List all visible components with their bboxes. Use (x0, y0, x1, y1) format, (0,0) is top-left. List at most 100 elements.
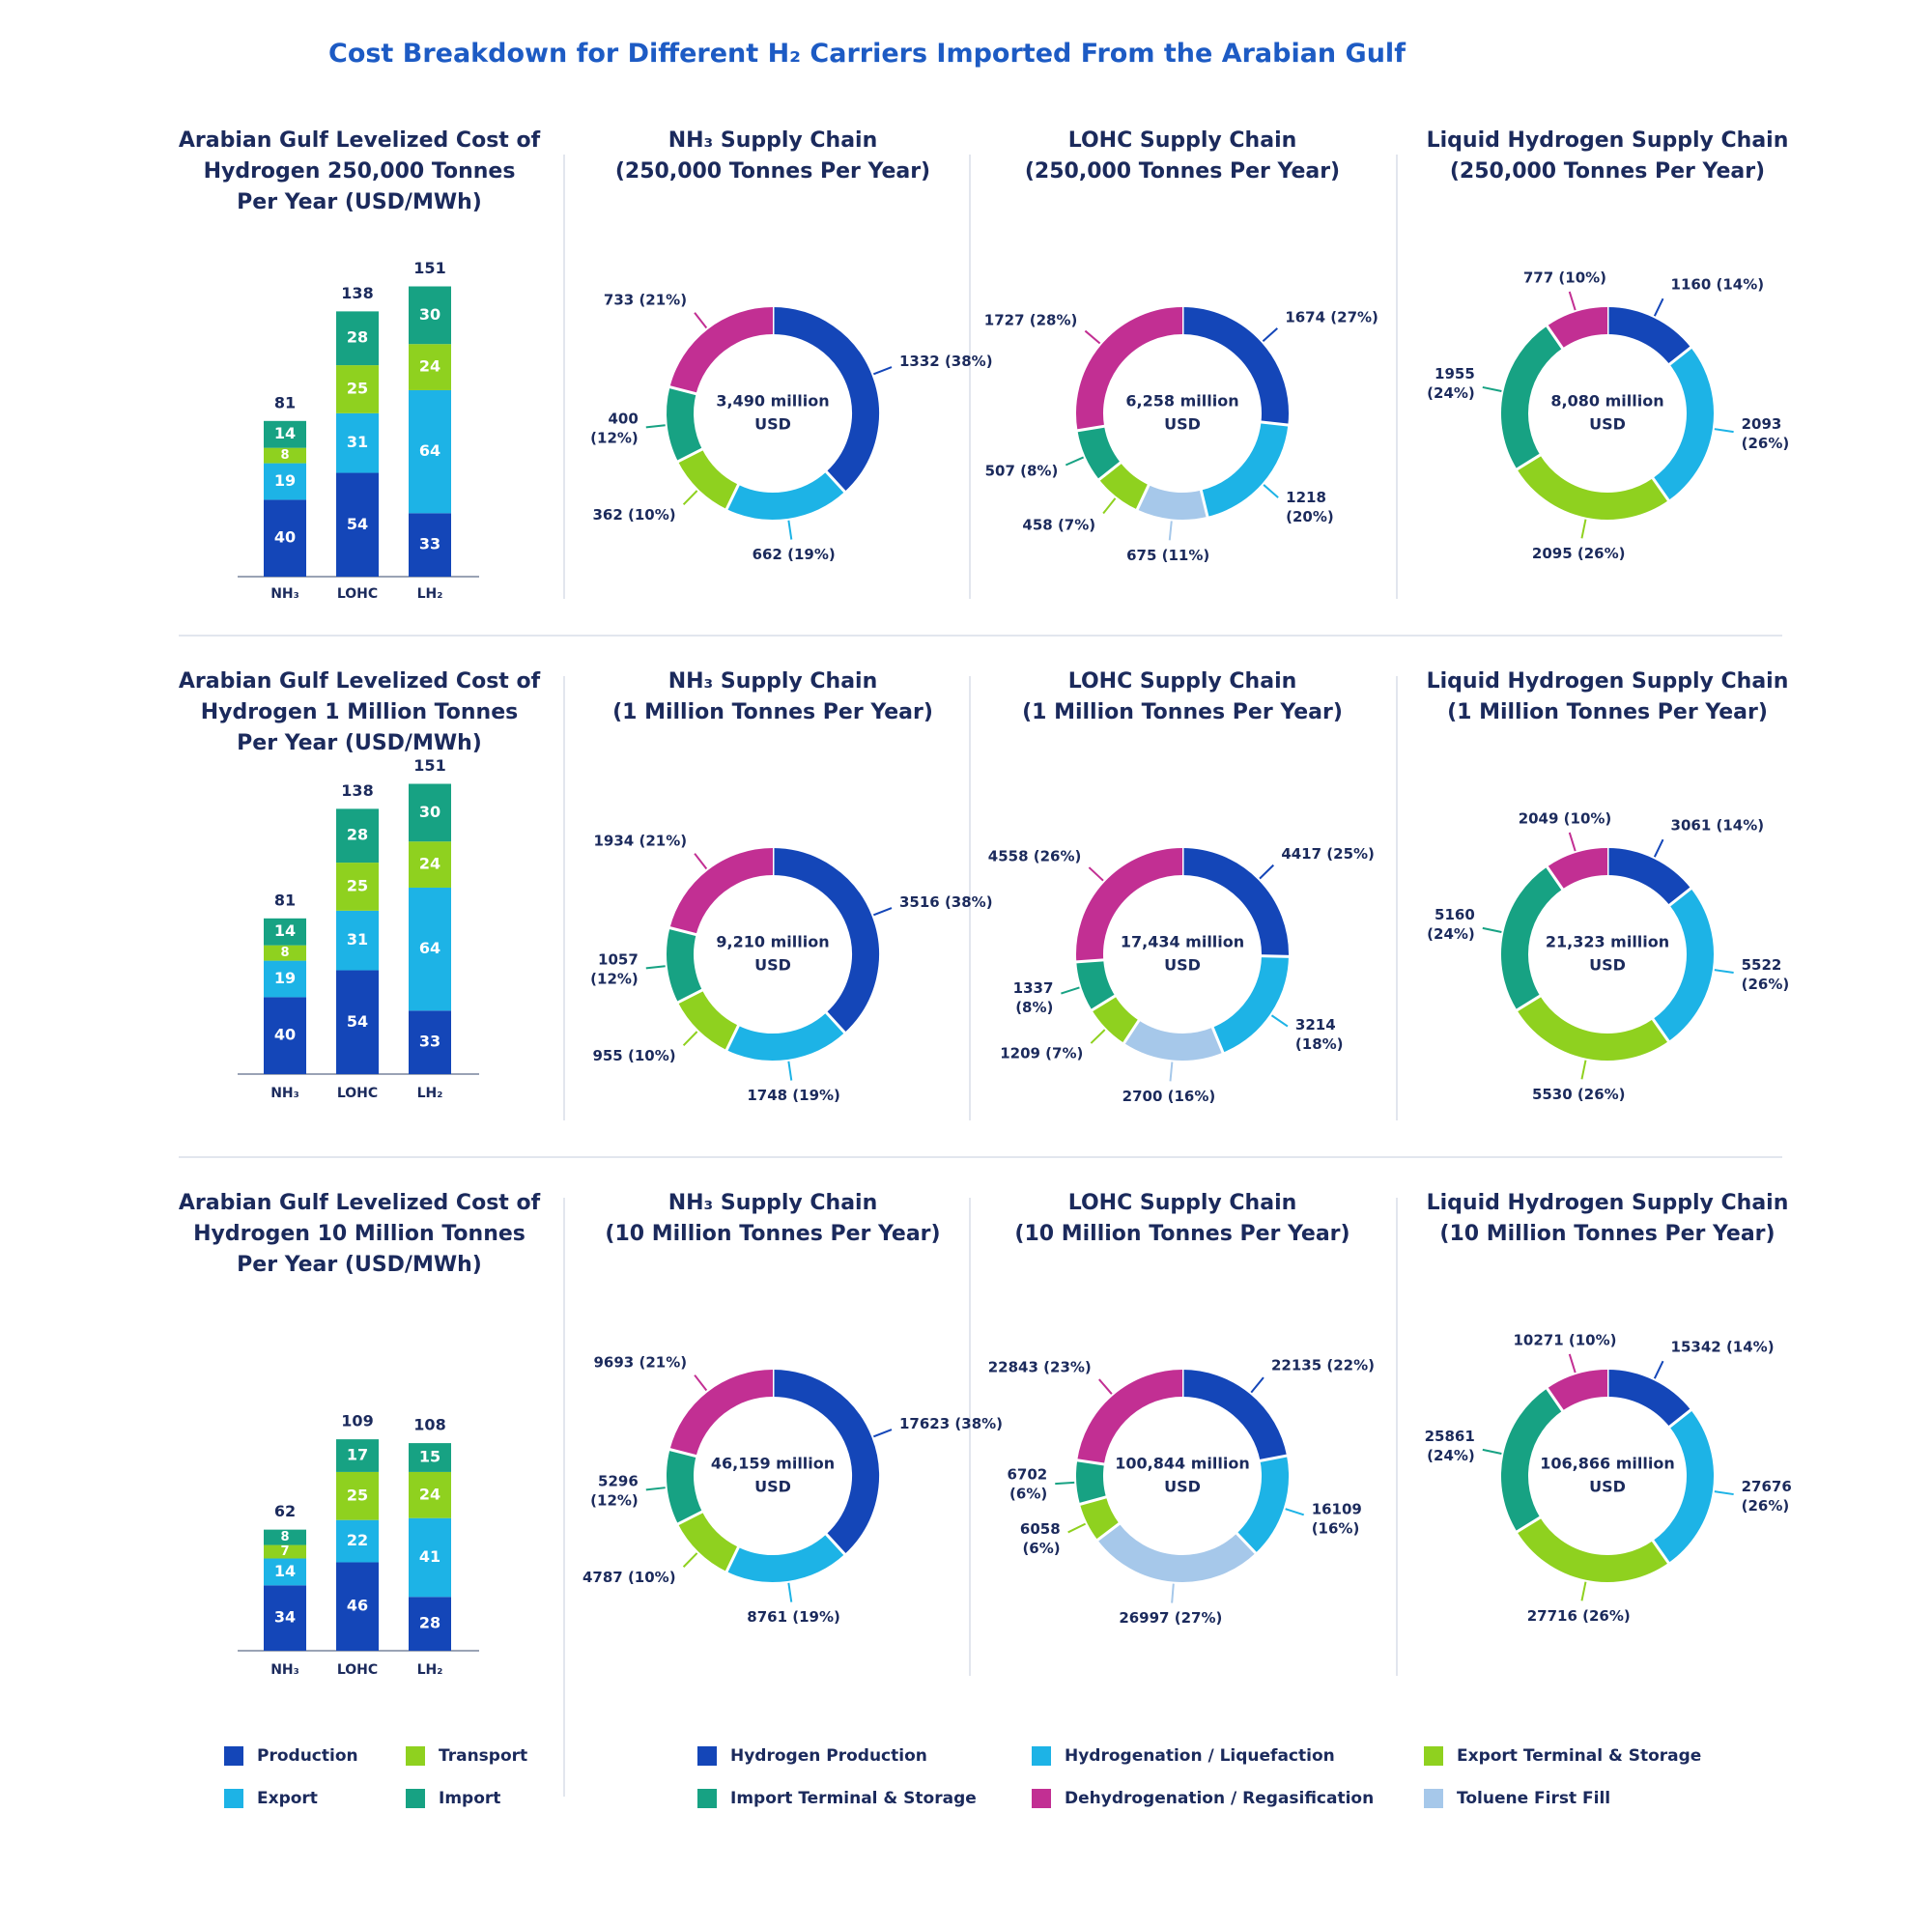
donut-slice (1652, 1409, 1714, 1564)
bar-value-label: 8 (280, 448, 289, 463)
chart-title: Liquid Hydrogen Supply Chain (1427, 1191, 1789, 1215)
donut-slice (1077, 1370, 1183, 1465)
donut-center-total: 8,080 million (1550, 392, 1663, 411)
bar-value-label: 28 (347, 328, 368, 347)
bar-value-label: 24 (419, 1485, 440, 1503)
leader-line (645, 965, 666, 970)
donut-slice (1137, 485, 1208, 520)
donut-center-total: USD (1589, 1478, 1626, 1496)
leader-line (1171, 1583, 1175, 1603)
chart-title: (250,000 Tonnes Per Year) (1025, 159, 1340, 184)
bar-segment (336, 1519, 379, 1563)
chart-title: (250,000 Tonnes Per Year) (1450, 159, 1765, 184)
bar-segment (264, 945, 306, 961)
donut-center-total: USD (1164, 415, 1201, 434)
bar-segment (409, 1010, 451, 1074)
donut-slice (772, 848, 879, 1033)
slice-gap (1075, 424, 1107, 433)
bar-segment (336, 970, 379, 1074)
bar-segment (264, 463, 306, 500)
donut-slice (1076, 848, 1183, 962)
bar-total-label: 108 (413, 1416, 445, 1434)
slice-value-label: 27676 (1742, 1478, 1792, 1495)
donut-slice (1547, 307, 1608, 349)
bar-value-label: 24 (419, 357, 440, 376)
bar-segment (264, 447, 306, 464)
slice-gap (824, 1531, 847, 1557)
bar-segment (264, 1529, 306, 1545)
donut-slice (1076, 1459, 1107, 1505)
donut-slice (726, 1012, 845, 1061)
leader-line (1098, 1378, 1113, 1395)
bar-segment (264, 918, 306, 946)
slice-value-label: 662 (19%) (753, 546, 836, 563)
slice-value-label: 25861 (1425, 1428, 1475, 1445)
donut-chart: LOHC Supply Chain (10 Million Tonnes Per … (988, 1191, 1375, 1627)
slice-gap (724, 1544, 741, 1574)
leader-line (787, 1582, 793, 1602)
leader-line (1090, 1029, 1106, 1044)
donut-slice (772, 307, 879, 493)
slice-value-label: 3516 (38%) (899, 893, 993, 911)
leader-line (1482, 385, 1502, 393)
slice-gap (668, 384, 698, 396)
leader-line (1084, 329, 1101, 345)
chart-title: Hydrogen 1 Million Tonnes (201, 700, 518, 724)
donut-slice (1547, 1370, 1608, 1411)
donut-center-total: 9,210 million (716, 933, 829, 951)
bar-value-label: 22 (347, 1531, 368, 1549)
leader-line (1568, 832, 1577, 852)
chart-title: (1 Million Tonnes Per Year) (1447, 700, 1768, 724)
leader-line (694, 853, 708, 870)
leader-line (645, 1487, 666, 1491)
bar-value-label: 40 (274, 1026, 296, 1044)
slice-value-label: (26%) (1742, 435, 1790, 452)
leader-line (1714, 969, 1734, 975)
chart-title: (1 Million Tonnes Per Year) (612, 700, 933, 724)
donut-slice (1079, 1496, 1120, 1541)
slice-value-label: 1337 (1013, 979, 1054, 997)
slice-gap (1545, 864, 1565, 892)
bar-segment (264, 997, 306, 1074)
donut-slice (1517, 995, 1669, 1061)
bar-value-label: 25 (347, 1486, 368, 1504)
slice-value-label: 507 (8%) (985, 462, 1059, 479)
x-tick-label: LH₂ (417, 586, 443, 602)
donut-chart: LOHC Supply Chain (1 Million Tonnes Per Y… (988, 669, 1375, 1105)
donut-slice (1236, 1456, 1289, 1553)
x-tick-label: NH₃ (270, 1662, 299, 1678)
slice-value-label: (6%) (1022, 1540, 1060, 1557)
leader-line (1263, 484, 1279, 498)
leader-line (1065, 456, 1085, 467)
bar-value-label: 64 (419, 441, 440, 460)
slice-value-label: 1209 (7%) (1000, 1045, 1083, 1062)
leader-line (645, 424, 666, 429)
chart-title: Hydrogen 250,000 Tonnes (204, 159, 516, 184)
bar-value-label: 31 (347, 433, 368, 451)
bar-total-label: 109 (341, 1412, 373, 1430)
donut-slice (1501, 326, 1563, 469)
legend-swatch (1032, 1789, 1051, 1808)
slice-gap (824, 468, 847, 495)
leader-line (1580, 1581, 1587, 1601)
bar-segment (336, 311, 379, 366)
slice-value-label: (24%) (1427, 925, 1475, 943)
slice-value-label: 5160 (1435, 906, 1475, 923)
slice-value-label: 10271 (10%) (1513, 1331, 1616, 1348)
bar-segment (264, 1558, 306, 1586)
leader-line (1482, 1448, 1502, 1455)
x-tick-label: NH₃ (270, 586, 299, 602)
legend-swatch (1032, 1746, 1051, 1766)
slice-gap (1650, 1538, 1671, 1566)
slice-gap (1650, 1016, 1671, 1044)
bar-segment (409, 389, 451, 514)
legend-label: Dehydrogenation / Regasification (1065, 1789, 1374, 1808)
donut-slice (1097, 1523, 1256, 1582)
chart-title: Per Year (USD/MWh) (237, 190, 482, 214)
donut-slice (1517, 1516, 1669, 1582)
slice-value-label: (26%) (1742, 1497, 1790, 1515)
slice-gap (1089, 993, 1118, 1013)
bar-segment (336, 808, 379, 864)
bar-value-label: 24 (419, 855, 440, 873)
